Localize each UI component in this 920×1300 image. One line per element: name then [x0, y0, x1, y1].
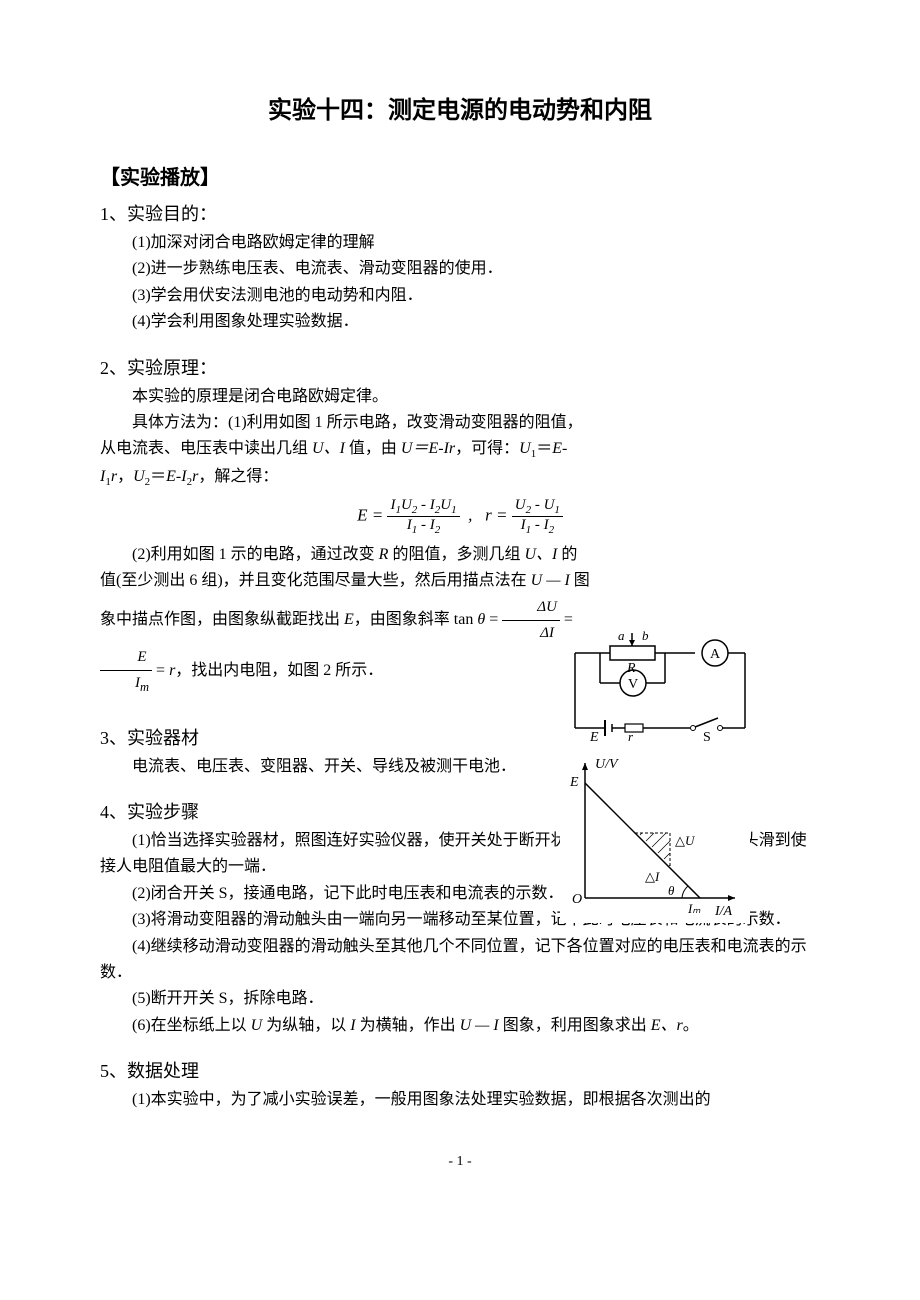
s4-p6a: (6)在坐标纸上以 — [132, 1017, 251, 1034]
svg-text:θ: θ — [668, 883, 675, 898]
s4-item-6: (6)在坐标纸上以 U 为纵轴，以 I 为横轴，作出 U — I 图象，利用图象… — [100, 1013, 820, 1039]
s1-item-4: (4)学会利用图象处理实验数据． — [100, 309, 820, 335]
s5-p1: (1)本实验中，为了减小实验误差，一般用图象法处理实验数据，即根据各次测出的 — [100, 1087, 820, 1113]
s2-header: 2、实验原理： — [100, 354, 820, 380]
content: 1、实验目的： (1)加深对闭合电路欧姆定律的理解 (2)进一步熟练电压表、电流… — [100, 200, 820, 1114]
svg-text:A: A — [710, 647, 721, 662]
s4-p6c: 为横轴，作出 — [356, 1017, 460, 1034]
s1-item-1: (1)加深对闭合电路欧姆定律的理解 — [100, 230, 820, 256]
s1-item-2: (2)进一步熟练电压表、电流表、滑动变阻器的使用． — [100, 256, 820, 282]
svg-text:△I: △I — [645, 869, 660, 884]
s1-header: 1、实验目的： — [100, 200, 820, 226]
circuit-diagram: a b R A V E — [560, 628, 760, 743]
svg-text:S: S — [703, 730, 711, 743]
s2-p3e: ，由图象斜率 tan — [354, 611, 478, 628]
svg-text:O: O — [572, 892, 582, 907]
s2-p2c: ，可得： — [455, 440, 519, 457]
svg-text:R: R — [626, 661, 636, 676]
svg-text:U/V: U/V — [595, 757, 619, 772]
page-title: 实验十四：测定电源的电动势和内阻 — [100, 90, 820, 125]
s5-header: 5、数据处理 — [100, 1057, 820, 1083]
svg-text:a: a — [618, 628, 625, 643]
s2-p3b: 的阻值，多测几组 — [388, 546, 524, 563]
s2-p3f: ，找出内电阻，如图 2 所示． — [175, 662, 383, 679]
s4-p6d: 图象，利用图象求出 — [499, 1017, 651, 1034]
formula-e-r: E = I1U2 - I2U1I1 - I2 , r = U2 - U1I1 -… — [100, 497, 820, 536]
s2-p3: (2)利用如图 1 示的电路，通过改变 R 的阻值，多测几组 U、I 的值(至少… — [100, 542, 590, 698]
svg-text:△U: △U — [675, 833, 696, 848]
s4-item-5: (5)断开开关 S，拆除电路． — [100, 986, 820, 1012]
s4-p6e: 。 — [683, 1017, 699, 1034]
svg-text:E: E — [569, 775, 579, 790]
ui-graph: U/V I/A O E Iₘ △U △I θ — [560, 753, 750, 923]
s2-p2b: 值，由 — [345, 440, 401, 457]
s2-p1: 本实验的原理是闭合电路欧姆定律。 — [100, 384, 820, 410]
s2-p2e: ，解之得： — [198, 468, 278, 485]
s2-p3a: (2)利用如图 1 示的电路，通过改变 — [132, 546, 379, 563]
svg-text:b: b — [642, 628, 649, 643]
svg-text:Iₘ: Iₘ — [687, 901, 701, 916]
svg-text:E: E — [589, 730, 599, 743]
s4-p6b: 为纵轴，以 — [262, 1017, 350, 1034]
figures: a b R A V E — [560, 628, 760, 928]
s4-item-4: (4)继续移动滑动变阻器的滑动触头至其他几个不同位置，记下各位置对应的电压表和电… — [100, 934, 820, 987]
s2-p2: 具体方法为：(1)利用如图 1 所示电路，改变滑动变阻器的阻值，从电流表、电压表… — [100, 410, 590, 491]
page-number: - 1 - — [100, 1154, 820, 1170]
boxed-header: 【实验播放】 — [100, 161, 820, 190]
page: 实验十四：测定电源的电动势和内阻 【实验播放】 1、实验目的： (1)加深对闭合… — [0, 0, 920, 1210]
svg-text:V: V — [628, 677, 638, 692]
svg-text:I/A: I/A — [714, 904, 733, 919]
s2-p2d: ， — [117, 468, 133, 485]
s1-item-3: (3)学会用伏安法测电池的电动势和内阻． — [100, 283, 820, 309]
